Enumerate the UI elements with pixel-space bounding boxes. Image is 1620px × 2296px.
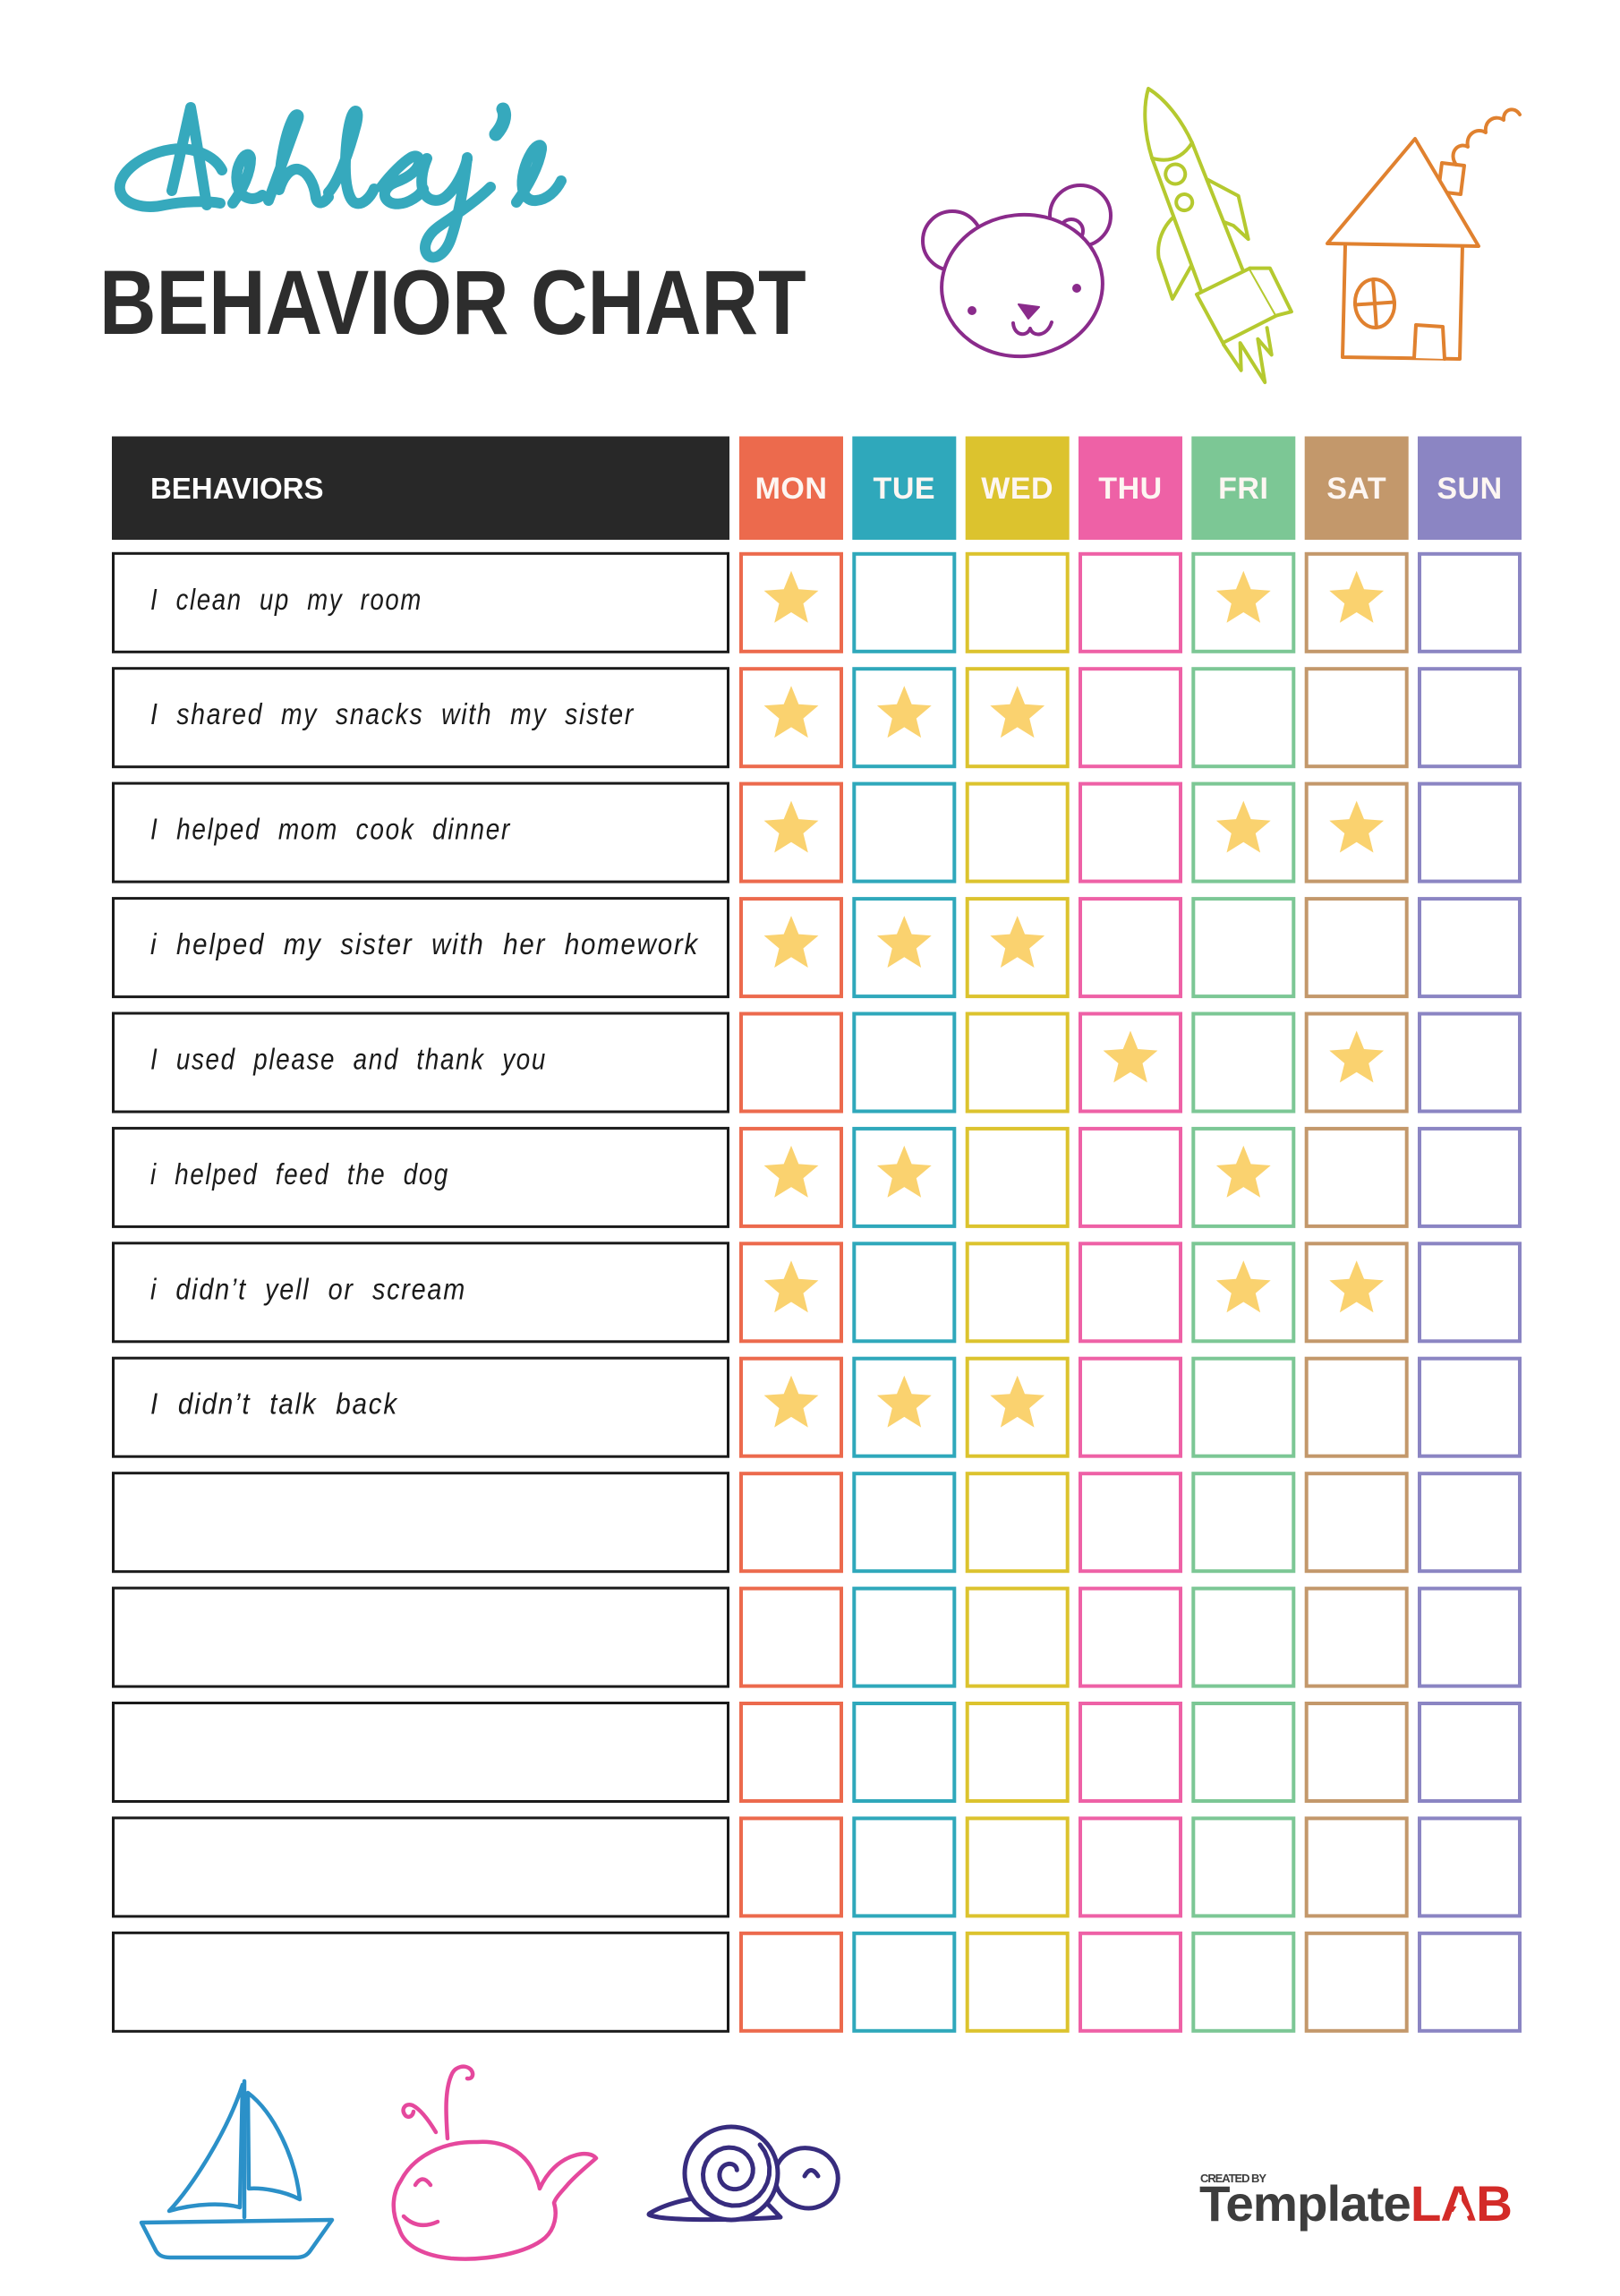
svg-text:I clean up my room: I clean up my room: [150, 583, 422, 616]
svg-text:THU: THU: [1098, 472, 1162, 506]
svg-text:BEHAVIOR CHART: BEHAVIOR CHART: [99, 252, 806, 354]
svg-text:I didn’t talk back: I didn’t talk back: [150, 1387, 398, 1421]
svg-text:i didn’t yell or scream: i didn’t yell or scream: [150, 1272, 466, 1305]
svg-text:FRI: FRI: [1218, 472, 1268, 506]
svg-text:WED: WED: [981, 472, 1053, 506]
svg-text:SUN: SUN: [1437, 472, 1502, 506]
svg-text:MON: MON: [755, 472, 828, 506]
svg-text:SAT: SAT: [1326, 472, 1386, 506]
svg-text:I shared my snacks with my sis: I shared my snacks with my sister: [150, 697, 635, 730]
svg-text:BEHAVIORS: BEHAVIORS: [150, 472, 325, 505]
svg-text:I helped mom cook dinner: I helped mom cook dinner: [150, 813, 511, 846]
svg-text:i helped my sister with her ho: i helped my sister with her homework: [150, 927, 699, 960]
svg-text:TUE: TUE: [874, 472, 936, 506]
svg-text:I used please and thank you: I used please and thank you: [150, 1043, 547, 1076]
svg-text:CREATED BY: CREATED BY: [1200, 2172, 1267, 2185]
svg-text:i helped feed the dog: i helped feed the dog: [150, 1157, 449, 1191]
svg-text:TemplateLAB: TemplateLAB: [1199, 2175, 1512, 2232]
